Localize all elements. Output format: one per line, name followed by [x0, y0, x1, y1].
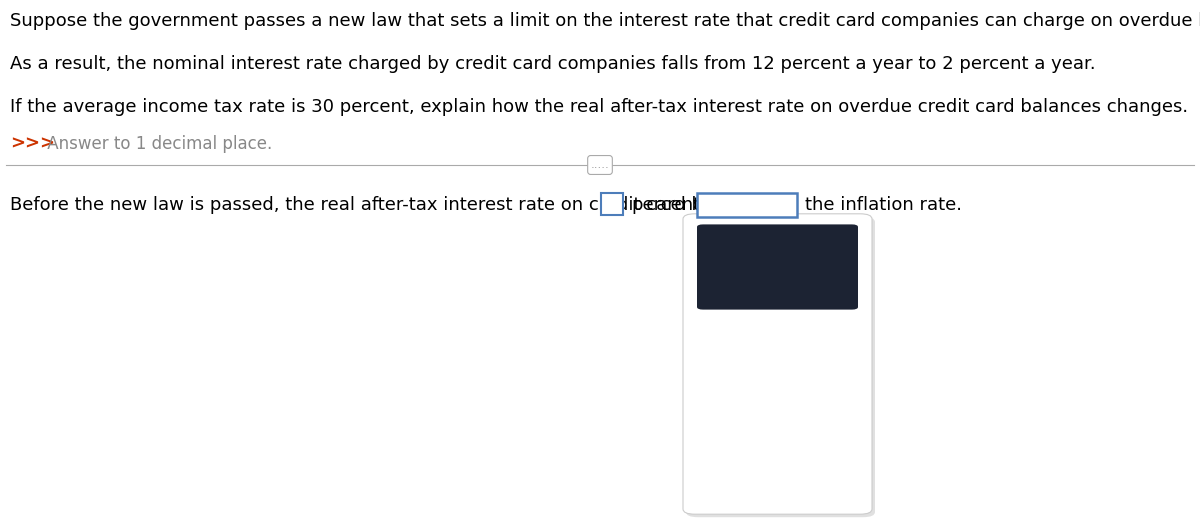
Text: >>>: >>> [10, 135, 55, 153]
Text: multiplied by: multiplied by [715, 439, 833, 457]
Text: Answer to 1 decimal place.: Answer to 1 decimal place. [42, 135, 272, 153]
Text: Suppose the government passes a new law that sets a limit on the interest rate t: Suppose the government passes a new law … [10, 12, 1200, 30]
Text: the inflation rate.: the inflation rate. [805, 196, 962, 214]
Text: plus: plus [715, 384, 752, 402]
Text: If the average income tax rate is 30 percent, explain how the real after-tax int: If the average income tax rate is 30 per… [10, 98, 1188, 116]
Text: minus: minus [715, 489, 769, 507]
Text: divided by: divided by [715, 329, 809, 347]
Polygon shape [780, 202, 790, 208]
Text: percent: percent [631, 196, 700, 214]
Text: Before the new law is passed, the real after-tax interest rate on credit card ba: Before the new law is passed, the real a… [10, 196, 792, 214]
Text: .....: ..... [590, 159, 610, 172]
Text: As a result, the nominal interest rate charged by credit card companies falls fr: As a result, the nominal interest rate c… [10, 55, 1096, 73]
